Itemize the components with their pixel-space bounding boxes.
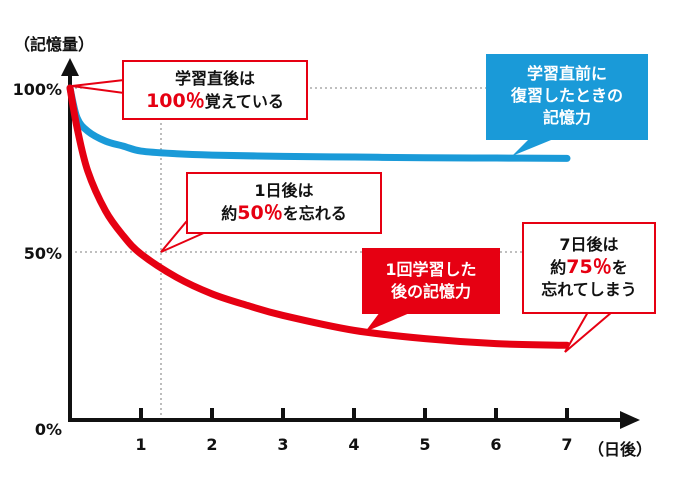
callout-red-series-label: 1回学習した 後の記憶力 bbox=[362, 248, 500, 314]
callout-start-line1: 学習直後は bbox=[174, 69, 255, 88]
x-tick-label-6: 6 bbox=[490, 435, 501, 454]
callout-day1-highlight: 50％ bbox=[237, 202, 283, 224]
callout-start-post: 覚えている bbox=[204, 92, 284, 111]
x-tick-label-7: 7 bbox=[561, 435, 572, 454]
callout-blue-line3: 記憶力 bbox=[542, 108, 591, 127]
y-tick-0: 0% bbox=[35, 420, 62, 439]
x-tick-label-2: 2 bbox=[206, 435, 217, 454]
callout-pointer-day7 bbox=[564, 311, 615, 353]
y-tick-100: 100% bbox=[13, 80, 62, 99]
callout-start: 学習直後は 100％覚えている bbox=[122, 60, 308, 120]
callout-red-line1: 1回学習した bbox=[385, 260, 477, 279]
series-line-blue bbox=[66, 84, 571, 162]
callout-day7-post: を bbox=[611, 258, 628, 277]
callout-day1-pre: 約 bbox=[221, 204, 238, 223]
callout-day1-line1: 1日後は bbox=[254, 181, 314, 200]
callout-day7-highlight: 75％ bbox=[566, 256, 612, 278]
x-ticks: 1 2 3 4 5 6 7 bbox=[135, 408, 573, 454]
callout-pointer-blue bbox=[512, 138, 556, 156]
series-lines bbox=[66, 84, 571, 349]
callout-day7-pre: 約 bbox=[550, 258, 567, 277]
callout-blue-line2: 復習したときの bbox=[510, 86, 623, 105]
y-axis-label: （記憶量） bbox=[14, 35, 94, 54]
x-tick-label-3: 3 bbox=[277, 435, 288, 454]
callout-red-line2: 後の記憶力 bbox=[390, 282, 471, 301]
callout-day7-line1: 7日後は bbox=[559, 235, 619, 254]
callout-day7-line3: 忘れてしまう bbox=[541, 280, 637, 299]
y-tick-50: 50% bbox=[24, 244, 62, 263]
x-tick-label-5: 5 bbox=[419, 435, 430, 454]
callout-day7: 7日後は 約75％を 忘れてしまう bbox=[522, 222, 656, 314]
x-tick-label-4: 4 bbox=[348, 435, 359, 454]
callout-day1: 1日後は 約50％を忘れる bbox=[186, 172, 382, 234]
y-axis-arrow-icon bbox=[61, 58, 79, 76]
x-axis-label: （日後） bbox=[588, 440, 652, 459]
x-tick-label-1: 1 bbox=[135, 435, 146, 454]
callout-blue-series-label: 学習直前に 復習したときの 記憶力 bbox=[486, 54, 648, 140]
series-line-red bbox=[66, 84, 571, 349]
callout-day1-post: を忘れる bbox=[282, 204, 347, 223]
x-axis-arrow-icon bbox=[620, 411, 640, 429]
callout-pointer-start bbox=[71, 78, 125, 95]
callout-pointer-red bbox=[365, 312, 412, 332]
callout-blue-line1: 学習直前に bbox=[526, 64, 607, 83]
callout-start-highlight: 100％ bbox=[146, 90, 205, 112]
